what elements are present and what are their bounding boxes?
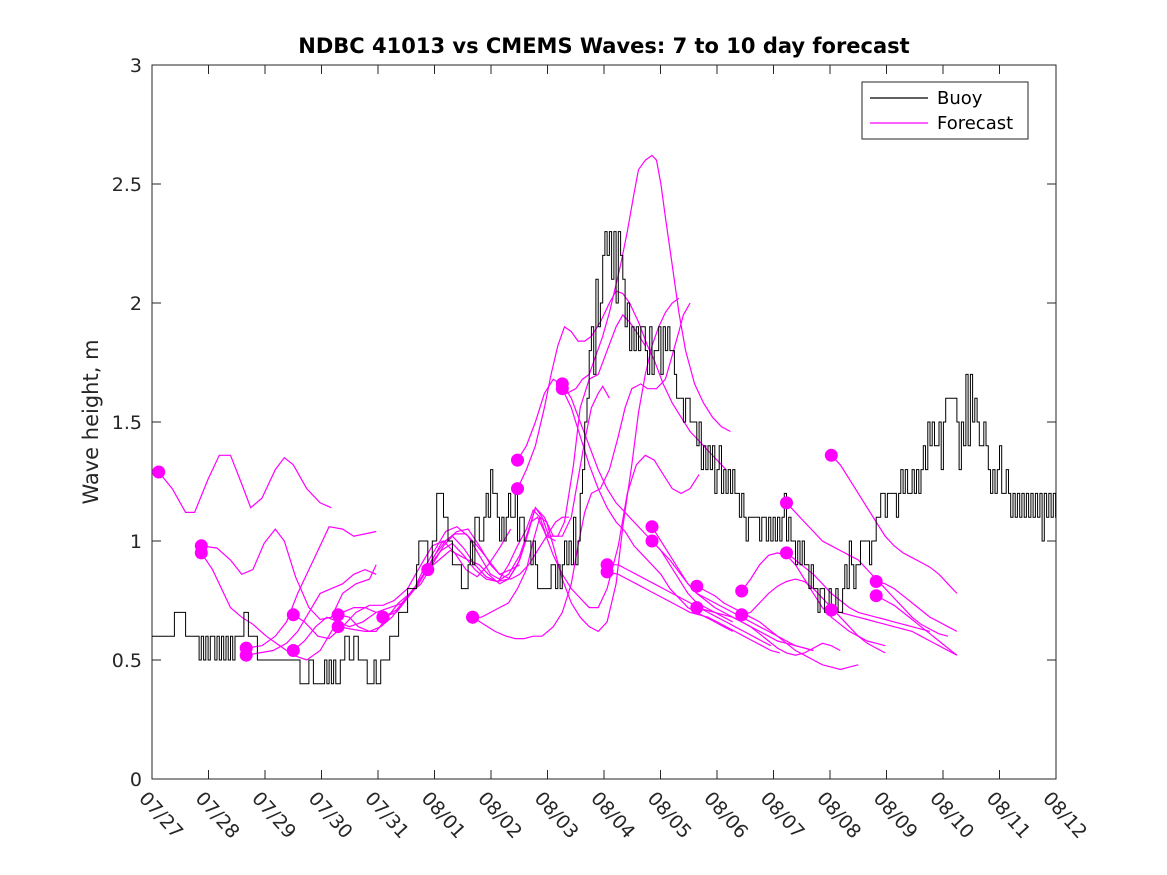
forecast-start-marker	[421, 563, 435, 577]
x-tick-label: 08/08	[812, 788, 865, 843]
forecast-line	[337, 508, 556, 633]
x-tick-label: 08/01	[417, 788, 470, 843]
x-tick-label: 07/28	[191, 788, 244, 843]
forecast-start-marker	[331, 608, 345, 622]
forecast-start-marker	[286, 644, 300, 657]
buoy-line	[152, 231, 1056, 685]
y-tick-label: 0	[130, 769, 142, 791]
forecast-start-marker	[780, 546, 793, 560]
y-axis-label: Wave height, m	[79, 339, 103, 504]
legend-label-buoy: Buoy	[937, 88, 983, 109]
x-tick-label: 08/06	[699, 788, 752, 843]
forecast-start-marker	[690, 579, 704, 593]
x-tick-label: 08/04	[586, 788, 639, 843]
forecast-line	[786, 552, 931, 632]
forecast-start-marker	[286, 608, 300, 622]
forecast-line	[875, 595, 958, 656]
legend-box	[861, 81, 1029, 140]
forecast-line	[246, 568, 377, 656]
plot-series	[152, 154, 1056, 685]
forecast-line	[607, 564, 772, 647]
x-tick-label: 08/02	[473, 788, 526, 843]
forecast-start-marker	[511, 482, 524, 496]
legend-label-forecast: Forecast	[937, 113, 1013, 134]
forecast-start-marker	[735, 584, 749, 598]
x-tick-label: 07/27	[134, 788, 187, 843]
forecast-start-marker	[690, 601, 704, 615]
y-tick-label: 2.5	[112, 174, 142, 196]
forecast-start-marker	[152, 465, 166, 479]
forecast-line	[651, 526, 814, 652]
forecast-start-marker	[869, 589, 883, 603]
plot-area	[151, 64, 1057, 780]
x-tick-label: 08/05	[643, 788, 696, 843]
x-tick-label: 07/30	[304, 788, 357, 843]
chart-title: NDBC 41013 vs CMEMS Waves: 7 to 10 day f…	[298, 34, 909, 58]
y-tick-label: 0.5	[112, 650, 142, 672]
forecast-line	[561, 383, 733, 623]
forecast-start-marker	[824, 448, 838, 462]
x-tick-label: 07/29	[247, 788, 300, 843]
y-tick-label: 3	[130, 55, 142, 77]
forecast-start-marker	[194, 546, 208, 560]
forecast-start-marker	[824, 603, 838, 617]
y-tick-label: 1.5	[112, 412, 142, 434]
x-tick-label: 08/07	[756, 788, 809, 843]
forecast-start-marker	[466, 610, 480, 624]
forecast-start-marker	[735, 608, 749, 622]
forecast-start-marker	[331, 620, 345, 634]
y-tick-label: 1	[130, 531, 142, 553]
y-tick-label: 2	[130, 293, 142, 315]
legend: Buoy Forecast	[861, 81, 1029, 140]
x-tick-label: 08/09	[869, 788, 922, 843]
forecast-line	[696, 607, 841, 656]
forecast-line	[786, 502, 949, 637]
forecast-start-marker	[780, 496, 793, 510]
forecast-start-marker	[511, 453, 524, 467]
forecast-line	[246, 526, 377, 649]
forecast-start-marker	[869, 575, 883, 588]
forecast-start-marker	[645, 520, 659, 534]
forecast-start-marker	[239, 648, 253, 662]
x-tick-label: 08/12	[1038, 788, 1091, 843]
forecast-line	[201, 528, 377, 621]
forecast-line	[696, 585, 859, 671]
forecast-line	[158, 454, 332, 514]
x-tick-label: 08/10	[925, 788, 978, 843]
forecast-line	[830, 454, 958, 594]
forecast-start-marker	[376, 610, 390, 624]
x-tick-label: 08/03	[530, 788, 583, 843]
x-tick-label: 08/11	[982, 788, 1035, 843]
forecast-start-marker	[600, 565, 614, 579]
forecast-line	[876, 580, 958, 632]
forecast-start-marker	[555, 382, 569, 396]
y-axis: 0 0.5 1 1.5 2 2.5 3	[112, 55, 1056, 791]
forecast-line	[831, 609, 958, 656]
x-tick-label: 07/31	[360, 788, 413, 843]
forecast-line	[200, 552, 377, 661]
forecast-line	[382, 313, 646, 618]
forecast-start-marker	[645, 534, 659, 548]
